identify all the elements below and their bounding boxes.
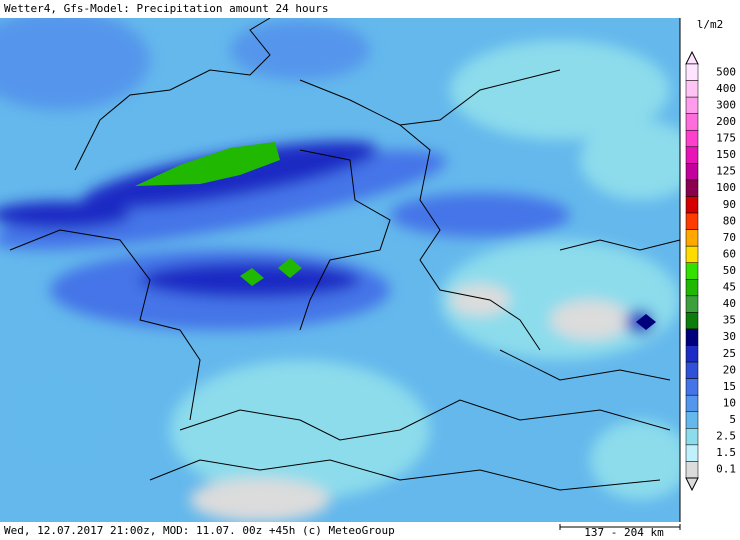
legend-label: 1.5 [716, 446, 736, 459]
legend-label: 500 [716, 65, 736, 78]
legend-swatch [685, 428, 699, 446]
legend-swatch [685, 146, 699, 164]
legend-swatch [685, 229, 699, 247]
header-title: Wetter4, Gfs-Model: Precipitation amount… [4, 2, 329, 15]
legend-swatch [685, 312, 699, 330]
legend-label: 2.5 [716, 430, 736, 443]
legend-swatch [685, 461, 699, 479]
legend-arrow-bottom [685, 477, 699, 492]
legend-label: 15 [723, 380, 736, 393]
legend-label: 5 [729, 413, 736, 426]
legend-label: 0.1 [716, 463, 736, 476]
legend-label: 300 [716, 98, 736, 111]
legend-label: 40 [723, 297, 736, 310]
legend-label: 80 [723, 214, 736, 227]
precip-max [135, 142, 280, 186]
legend-label: 50 [723, 264, 736, 277]
legend-swatch [685, 411, 699, 429]
legend-swatch [685, 196, 699, 214]
legend-swatch [685, 212, 699, 230]
legend-label: 45 [723, 281, 736, 294]
legend-swatch [685, 279, 699, 297]
legend-label: 10 [723, 396, 736, 409]
legend-label: 125 [716, 165, 736, 178]
legend-label: 175 [716, 132, 736, 145]
legend-swatch [685, 378, 699, 396]
legend-swatch [685, 444, 699, 462]
legend-label: 35 [723, 314, 736, 327]
legend-label: 90 [723, 198, 736, 211]
precip-fields [0, 10, 700, 522]
legend-label: 200 [716, 115, 736, 128]
legend-label: 150 [716, 148, 736, 161]
legend-label: 400 [716, 82, 736, 95]
legend-swatch [685, 361, 699, 379]
borders [9, 17, 681, 491]
legend-label: 100 [716, 181, 736, 194]
legend-swatch [685, 262, 699, 280]
legend-label: 25 [723, 347, 736, 360]
legend-label: 60 [723, 247, 736, 260]
legend-swatch [685, 245, 699, 263]
legend-swatch [685, 394, 699, 413]
legend-swatch [685, 113, 699, 131]
scale-label: 137 - 204 km [584, 526, 664, 539]
header-bar [0, 0, 740, 18]
legend: 500 400 300 200 175 150 125 100 90 80 70 60 50 45 40 35… [685, 50, 736, 492]
legend-label: 30 [723, 330, 736, 343]
footer-text: Wed, 12.07.2017 21:00z, MOD: 11.07. 00z … [4, 524, 395, 537]
legend-label: 20 [723, 363, 736, 376]
legend-swatch [685, 80, 699, 98]
legend-swatch [685, 129, 699, 148]
legend-unit: l/m2 [697, 18, 724, 31]
legend-swatch [685, 295, 699, 313]
legend-swatch [685, 345, 699, 363]
legend-label: 70 [723, 231, 736, 244]
legend-swatch [685, 179, 699, 197]
legend-swatch [685, 96, 699, 114]
legend-swatch [685, 63, 699, 81]
precip-max [636, 314, 656, 330]
map [0, 10, 700, 522]
precip-max [240, 268, 264, 286]
footer-bar [0, 522, 740, 540]
legend-swatch [685, 163, 699, 181]
legend-swatch [685, 328, 699, 346]
precip-max [278, 258, 302, 278]
